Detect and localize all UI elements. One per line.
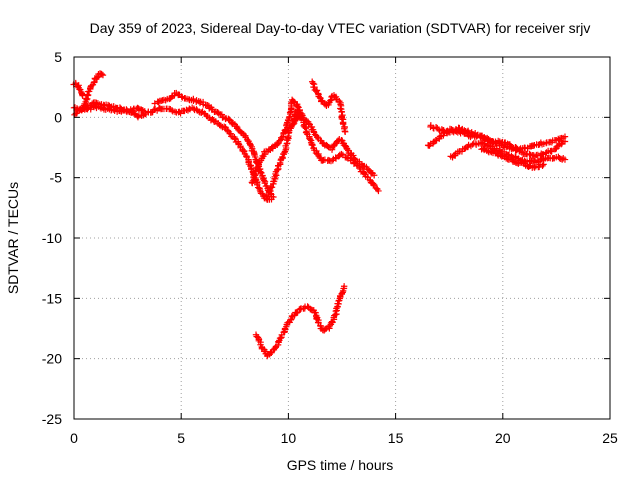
series-arc-l xyxy=(427,122,569,153)
chart-title: Day 359 of 2023, Sidereal Day-to-day VTE… xyxy=(90,20,591,36)
data-point xyxy=(366,176,373,184)
data-point xyxy=(340,283,348,290)
y-tick-label: 0 xyxy=(54,109,62,125)
data-point xyxy=(343,145,351,153)
data-point xyxy=(516,146,524,153)
series-arc-g xyxy=(248,96,382,195)
y-tick-label: 5 xyxy=(54,49,62,65)
series-arc-i xyxy=(308,78,349,136)
data-point xyxy=(371,181,378,189)
data-point xyxy=(275,338,282,345)
data-point xyxy=(198,109,205,116)
data-point xyxy=(327,97,334,104)
data-point xyxy=(337,105,344,112)
x-tick-label: 15 xyxy=(388,430,404,446)
data-point xyxy=(561,133,569,140)
series-arc-c xyxy=(79,70,107,113)
data-point xyxy=(155,98,162,106)
data-point xyxy=(485,142,493,150)
x-axis-label: GPS time / hours xyxy=(287,457,394,473)
data-point xyxy=(79,92,86,99)
series-arc-a xyxy=(70,102,277,203)
series-arc-n xyxy=(478,145,547,171)
x-tick-label: 10 xyxy=(281,430,297,446)
data-point xyxy=(277,334,284,342)
data-point xyxy=(99,71,107,79)
data-point xyxy=(561,156,569,163)
data-point xyxy=(231,135,238,142)
data-point xyxy=(294,103,301,110)
data-point xyxy=(253,181,261,188)
data-point xyxy=(303,129,311,137)
data-point xyxy=(350,152,357,159)
x-tick-label: 25 xyxy=(602,430,618,446)
data-point xyxy=(117,105,124,112)
data-point xyxy=(313,87,321,94)
data-point xyxy=(539,162,546,170)
data-point xyxy=(306,136,314,143)
data-point xyxy=(79,105,86,112)
data-point xyxy=(375,187,382,195)
data-point xyxy=(540,161,547,168)
data-point xyxy=(343,154,350,161)
series-arc-h xyxy=(290,111,378,179)
data-point xyxy=(309,141,316,149)
series-arc-j xyxy=(252,283,348,360)
data-point xyxy=(526,150,533,158)
data-point xyxy=(134,105,142,112)
data-point xyxy=(94,74,101,81)
data-point xyxy=(370,172,378,179)
data-point xyxy=(217,122,225,130)
data-point xyxy=(98,70,105,78)
data-point xyxy=(252,168,259,175)
x-tick-label: 5 xyxy=(177,430,185,446)
y-tick-label: -5 xyxy=(50,170,63,186)
data-point xyxy=(271,173,278,181)
data-point xyxy=(279,133,287,140)
data-point xyxy=(286,109,294,116)
y-axis-label: SDTVAR / TECUs xyxy=(5,182,21,294)
data-point xyxy=(360,170,368,177)
axis-ticks: 0 5 10 15 20 25 -25 -20 -15 -10 -5 0 5 xyxy=(42,49,618,446)
data-point xyxy=(141,108,148,115)
y-tick-label: -10 xyxy=(42,230,62,246)
y-tick-label: -25 xyxy=(42,411,62,427)
data-point xyxy=(88,100,96,107)
y-tick-label: -15 xyxy=(42,290,62,306)
x-tick-label: 0 xyxy=(70,430,78,446)
data-point xyxy=(243,136,251,143)
data-point xyxy=(342,128,349,136)
data-point xyxy=(168,107,176,114)
data-points xyxy=(70,70,569,360)
data-point xyxy=(293,309,300,317)
data-point xyxy=(90,79,98,86)
y-tick-label: -20 xyxy=(42,351,62,367)
data-point xyxy=(305,120,312,127)
data-point xyxy=(296,106,304,114)
data-point xyxy=(338,150,345,158)
data-point xyxy=(268,184,276,191)
x-tick-label: 20 xyxy=(495,430,511,446)
data-point xyxy=(243,152,250,160)
data-point xyxy=(290,121,297,128)
